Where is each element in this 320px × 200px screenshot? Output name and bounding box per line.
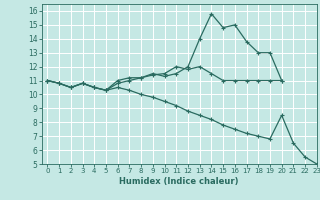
X-axis label: Humidex (Indice chaleur): Humidex (Indice chaleur) [119,177,239,186]
